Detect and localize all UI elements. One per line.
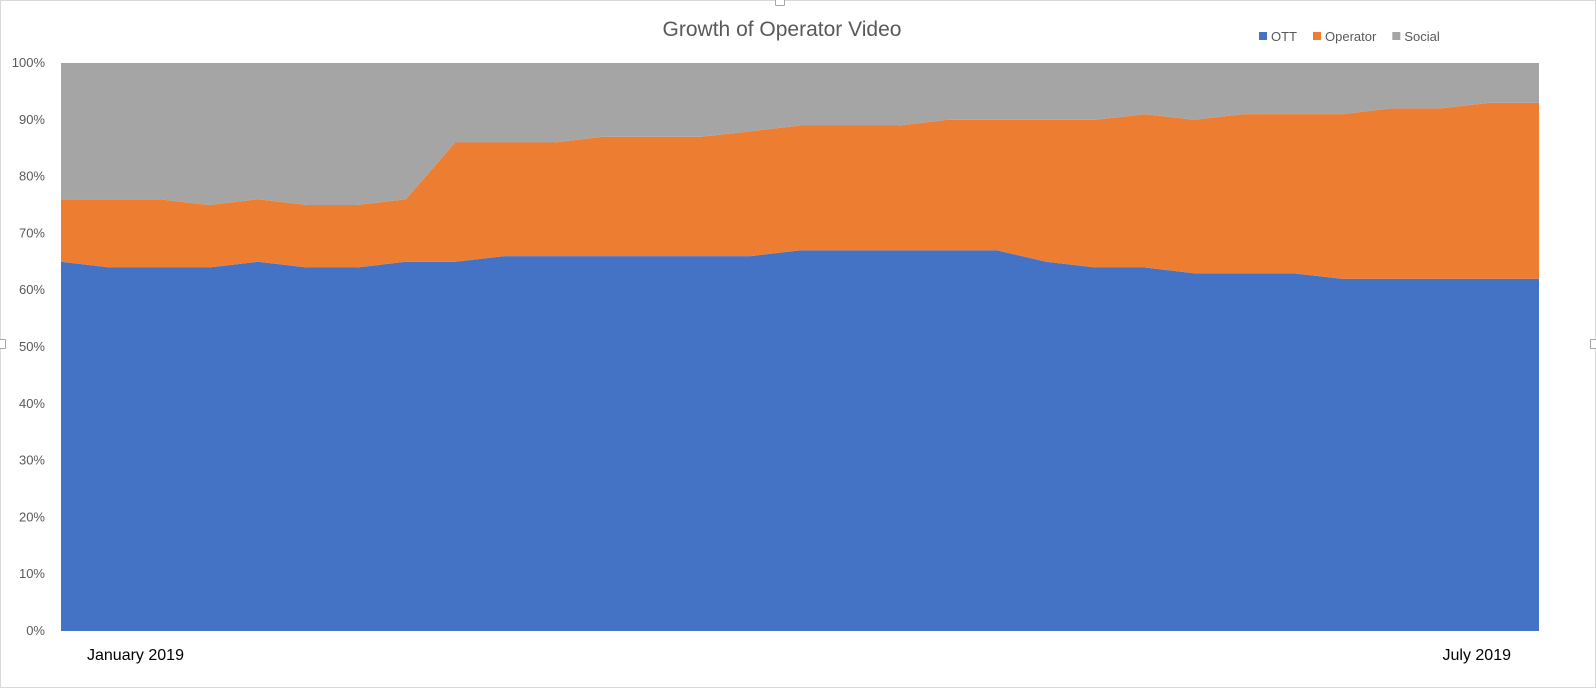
legend-label-social: Social xyxy=(1404,29,1440,44)
y-tick-label: 80% xyxy=(19,169,45,184)
area-series-ott xyxy=(61,250,1539,631)
y-tick-label: 0% xyxy=(26,623,45,638)
area-series-operator xyxy=(61,102,1539,279)
y-tick-label: 40% xyxy=(19,396,45,411)
legend-label-operator: Operator xyxy=(1325,29,1377,44)
y-tick-label: 50% xyxy=(19,339,45,354)
area-series-social xyxy=(61,63,1539,205)
chart-title: Growth of Operator Video xyxy=(663,18,902,41)
y-tick-label: 100% xyxy=(12,55,46,70)
resize-handle-top[interactable] xyxy=(775,0,785,6)
y-tick-label: 20% xyxy=(19,509,45,524)
resize-handle-left[interactable] xyxy=(0,339,6,349)
legend-swatch-operator xyxy=(1313,32,1321,40)
y-tick-label: 30% xyxy=(19,453,45,468)
legend-swatch-ott xyxy=(1259,32,1267,40)
x-axis: January 2019 July 2019 xyxy=(87,647,1511,664)
y-tick-label: 10% xyxy=(19,566,45,581)
y-tick-label: 70% xyxy=(19,225,45,240)
plot-area xyxy=(61,63,1539,631)
legend-label-ott: OTT xyxy=(1271,29,1297,44)
x-tick-label-end: July 2019 xyxy=(1443,647,1512,664)
legend: OTT Operator Social xyxy=(1259,29,1440,44)
y-tick-label: 60% xyxy=(19,282,45,297)
legend-swatch-social xyxy=(1392,32,1401,40)
x-tick-label-start: January 2019 xyxy=(87,647,184,664)
y-axis: 0% 10% 20% 30% 40% 50% 60% 70% 80% 90% 100% xyxy=(12,55,46,638)
resize-handle-right[interactable] xyxy=(1590,339,1596,349)
y-tick-label: 90% xyxy=(19,112,45,127)
